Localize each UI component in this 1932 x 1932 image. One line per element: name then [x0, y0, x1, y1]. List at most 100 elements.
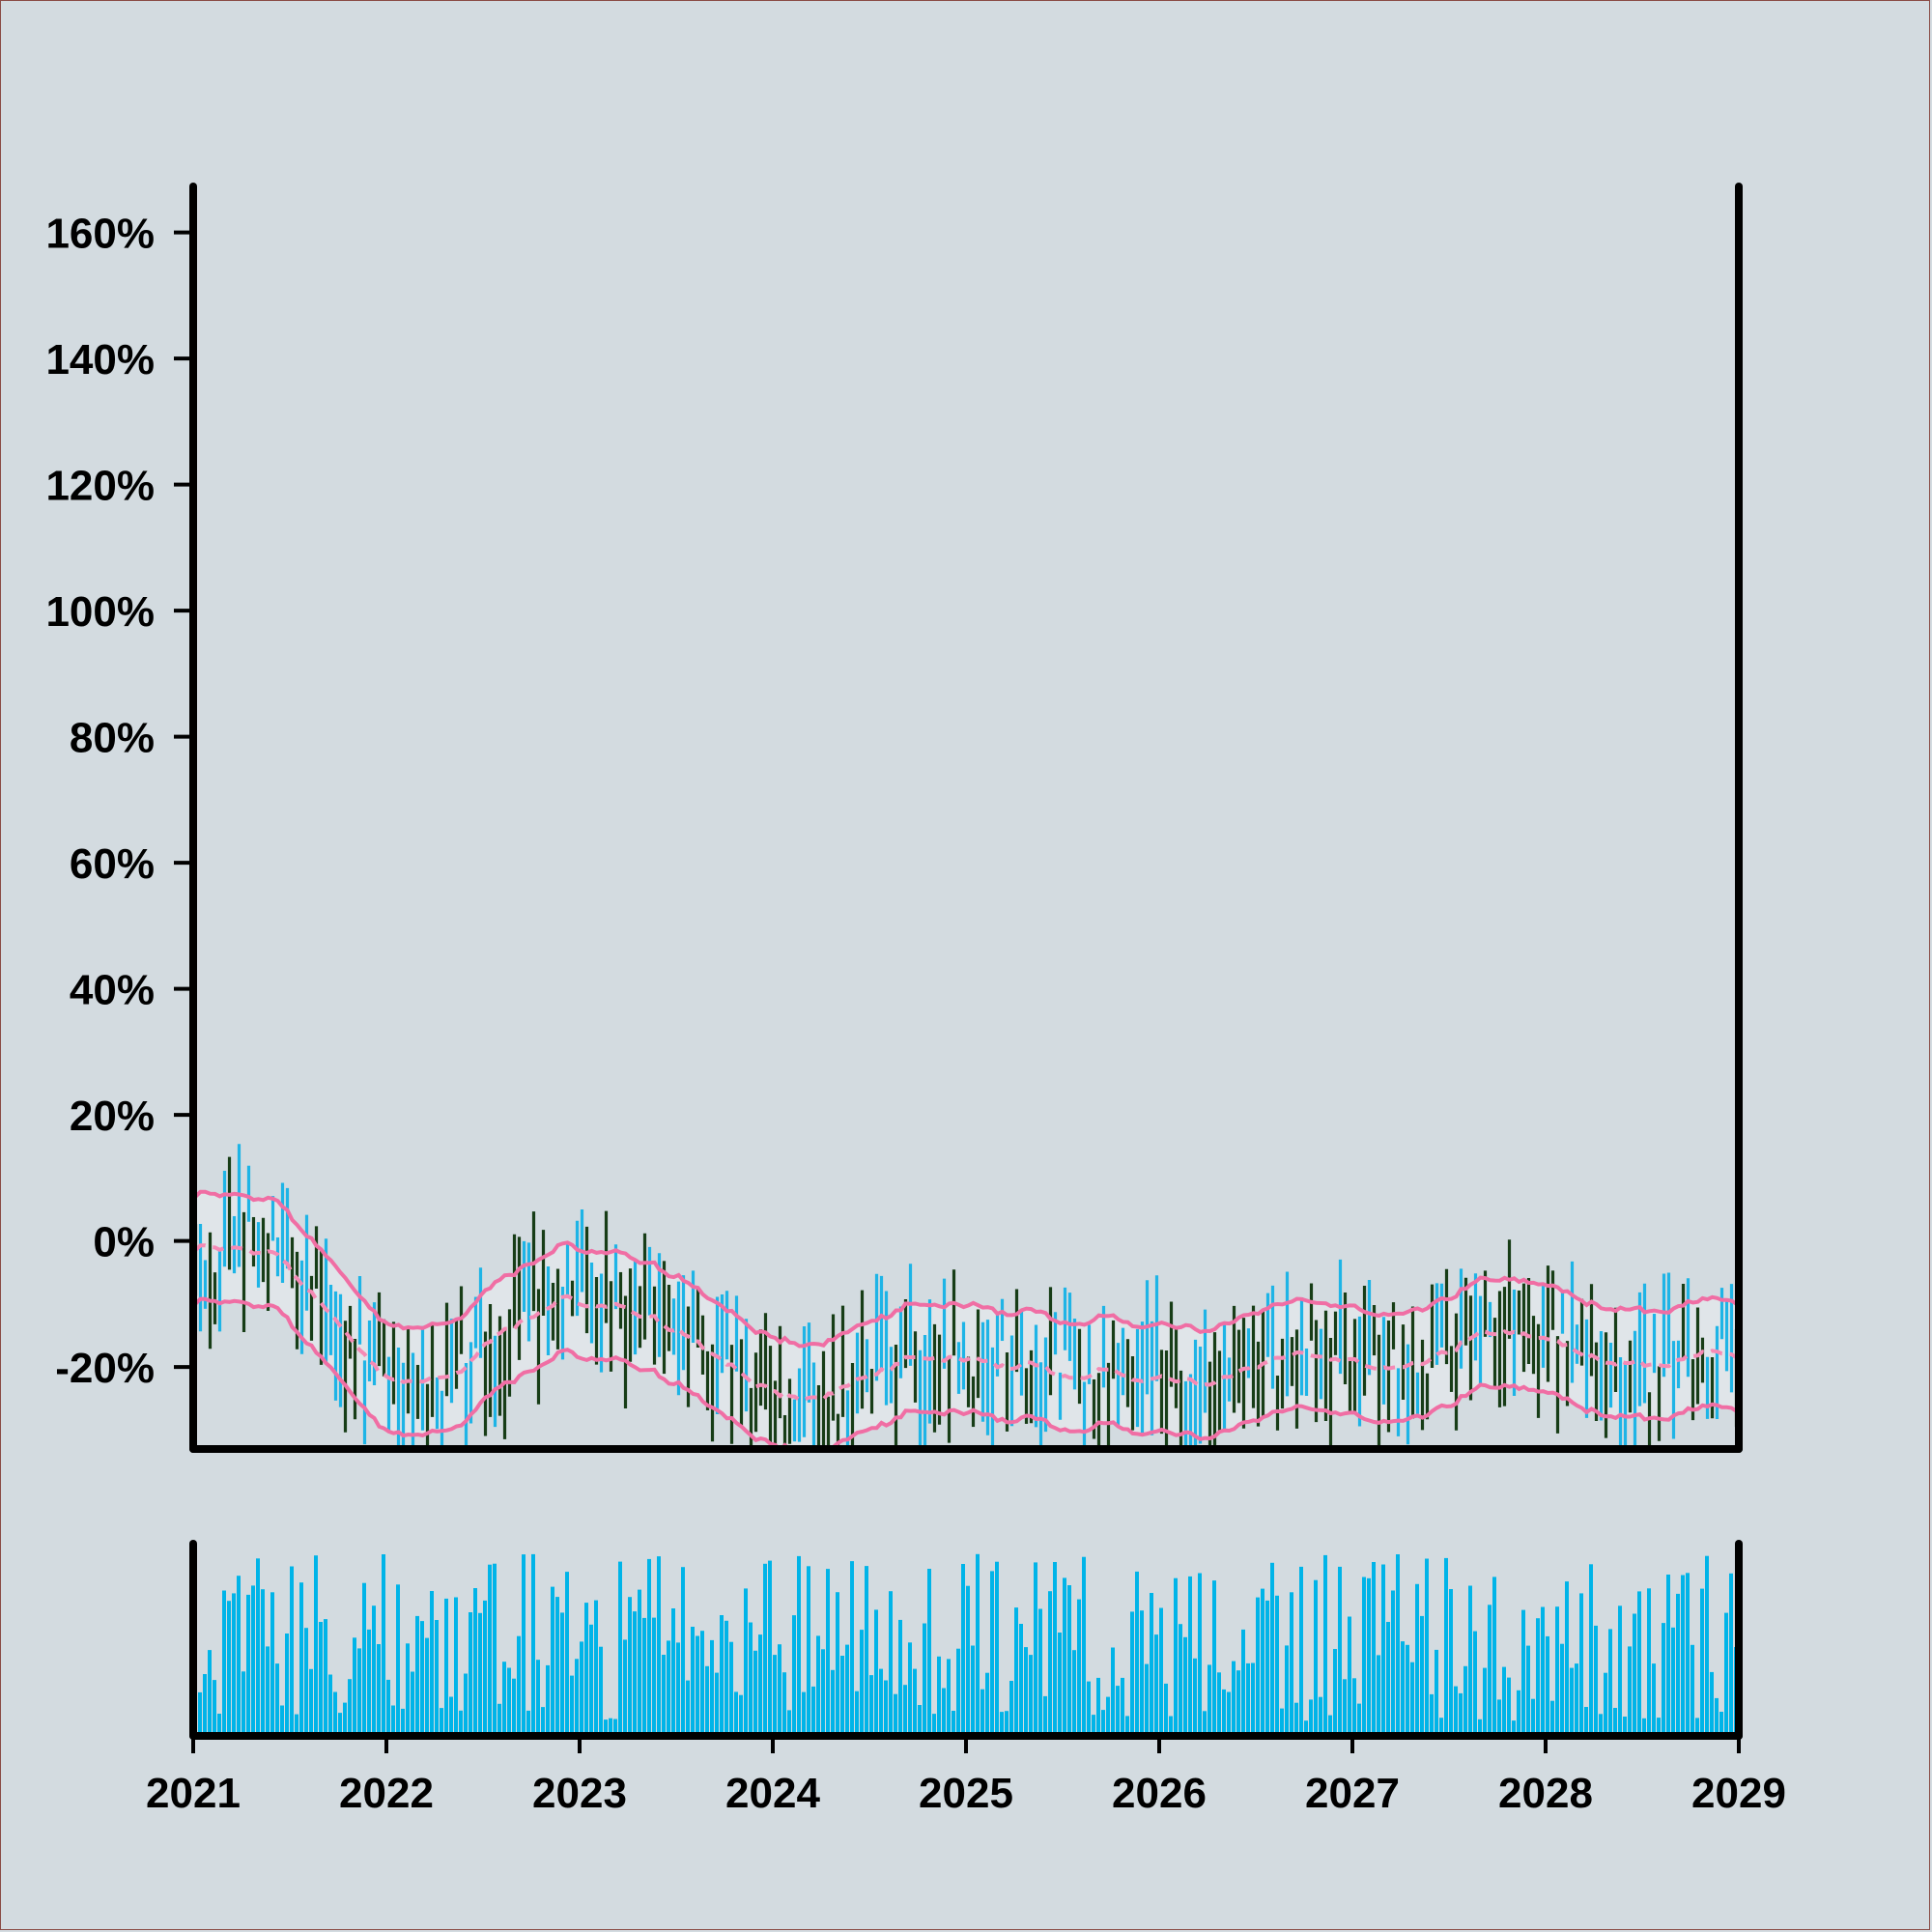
- volume-bar: [1391, 1590, 1395, 1736]
- volume-bar: [565, 1572, 569, 1736]
- volume-bar: [894, 1693, 897, 1736]
- volume-bar: [1029, 1655, 1033, 1736]
- volume-bar: [1555, 1606, 1559, 1736]
- volume-bar: [440, 1708, 443, 1736]
- volume-bar: [314, 1555, 318, 1736]
- volume-bar: [826, 1569, 830, 1736]
- volume-bar: [1140, 1610, 1144, 1736]
- volume-bar: [927, 1569, 931, 1736]
- volume-bar: [1125, 1716, 1129, 1736]
- volume-bar: [908, 1642, 912, 1736]
- bollinger-lower-line: [196, 1296, 1736, 1446]
- volume-bar: [1357, 1703, 1361, 1736]
- volume-bar: [1009, 1681, 1013, 1736]
- volume-bar: [797, 1555, 801, 1736]
- x-tick-label: 2029: [1691, 1770, 1786, 1817]
- volume-bar: [1222, 1689, 1226, 1736]
- volume-bar: [1058, 1633, 1062, 1736]
- volume-bar: [1082, 1556, 1086, 1736]
- volume-bar: [1425, 1558, 1429, 1736]
- volume-bar: [497, 1703, 501, 1736]
- volume-bar: [222, 1590, 226, 1736]
- volume-bar: [1251, 1662, 1255, 1736]
- volume-bar: [1290, 1592, 1293, 1736]
- volume-bar: [1560, 1643, 1564, 1736]
- volume-bar: [584, 1603, 588, 1736]
- volume-bar: [1014, 1607, 1018, 1736]
- volume-bar: [299, 1582, 303, 1736]
- volume-bar: [980, 1689, 984, 1736]
- volume-bar: [1183, 1636, 1187, 1736]
- volume-bar: [773, 1655, 777, 1736]
- volume-bar: [802, 1691, 806, 1736]
- volume-bar: [1323, 1554, 1327, 1736]
- volume-bar: [744, 1588, 748, 1736]
- volume-bar: [1024, 1647, 1028, 1736]
- volume-bar: [386, 1679, 390, 1736]
- volume-bar: [444, 1598, 448, 1736]
- volume-bar: [845, 1644, 849, 1736]
- volume-bar: [816, 1635, 820, 1736]
- y-axis-ticks: -20% 0% 20% 40% 60% 80% 100% 120% 140% 160%: [45, 211, 191, 1392]
- volume-bar: [213, 1680, 216, 1736]
- volume-bar: [304, 1628, 308, 1736]
- volume-bar: [836, 1592, 839, 1736]
- volume-bar: [898, 1619, 902, 1736]
- volume-bar: [1444, 1557, 1448, 1736]
- volume-bar: [1280, 1708, 1284, 1736]
- volume-bar: [1410, 1662, 1414, 1736]
- volume-bar: [531, 1553, 535, 1736]
- ohlc-bars: [196, 1144, 1736, 1446]
- volume-bar: [787, 1710, 791, 1736]
- x-tick-label: 2025: [919, 1770, 1013, 1817]
- volume-bar: [1154, 1634, 1158, 1736]
- price-axes: [189, 183, 1743, 1453]
- volume-bar: [662, 1655, 666, 1736]
- volume-bar: [1435, 1649, 1438, 1736]
- volume-bar: [1227, 1691, 1231, 1736]
- volume-bar: [763, 1563, 767, 1736]
- volume-bar: [1106, 1696, 1110, 1736]
- volume-bar: [1666, 1575, 1670, 1736]
- volume-bar: [1043, 1695, 1047, 1736]
- volume-bar: [1608, 1629, 1612, 1736]
- volume-bar: [1072, 1650, 1076, 1736]
- volume-bar: [1657, 1718, 1661, 1736]
- volume-bar: [1396, 1554, 1400, 1736]
- volume-bar: [623, 1639, 627, 1736]
- volume-bar: [1570, 1667, 1574, 1736]
- volume-bar: [251, 1585, 255, 1736]
- volume-bar: [290, 1566, 294, 1736]
- volume-bar: [1077, 1599, 1081, 1736]
- volume-bar: [580, 1641, 583, 1736]
- volume-bar: [1256, 1597, 1260, 1736]
- volume-bar: [937, 1656, 941, 1736]
- volume-bar: [1092, 1715, 1095, 1736]
- volume-bar: [1468, 1585, 1472, 1736]
- volume-bar: [1686, 1573, 1690, 1736]
- volume-bar: [1449, 1589, 1453, 1736]
- volume-bar: [280, 1705, 284, 1736]
- volume-bar: [357, 1648, 361, 1736]
- volume-bar: [1681, 1575, 1685, 1736]
- volume-bar: [1294, 1702, 1298, 1736]
- volume-bar: [1343, 1679, 1347, 1736]
- volume-bar: [1372, 1562, 1376, 1736]
- volume-bar: [522, 1554, 526, 1736]
- volume-bar: [850, 1561, 854, 1736]
- volume-bar: [589, 1624, 593, 1736]
- volume-bar: [604, 1719, 608, 1736]
- volume-bar: [633, 1611, 637, 1736]
- volume-bar: [1662, 1623, 1665, 1736]
- volume-bar: [242, 1671, 245, 1736]
- volume-bar: [1208, 1664, 1211, 1736]
- volume-bar: [768, 1560, 772, 1736]
- volume-bar: [1550, 1700, 1554, 1736]
- volume-bar: [1729, 1573, 1733, 1736]
- volume-bar: [1502, 1666, 1506, 1736]
- y-tick-label: 100%: [45, 588, 155, 636]
- volume-bar: [1270, 1562, 1274, 1736]
- volume-bar: [753, 1650, 757, 1736]
- volume-bar: [406, 1643, 410, 1736]
- volume-bar: [613, 1719, 617, 1736]
